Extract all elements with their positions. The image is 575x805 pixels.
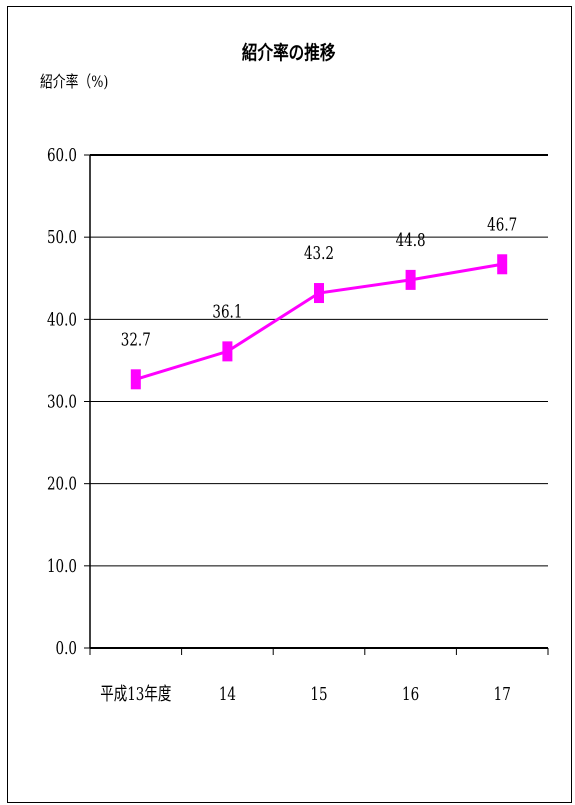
- data-point: [222, 341, 232, 361]
- y-tick-label: 50.0: [47, 226, 77, 247]
- x-tick-label: 16: [402, 683, 419, 704]
- data-label: 44.8: [396, 229, 426, 250]
- series-line: [136, 264, 502, 379]
- data-label: 46.7: [487, 213, 517, 234]
- axes: [84, 155, 548, 655]
- data-point: [314, 283, 324, 303]
- series: [131, 254, 507, 389]
- x-tick-label: 15: [310, 683, 327, 704]
- data-point: [131, 369, 141, 389]
- x-tick-label: 17: [494, 683, 511, 704]
- data-labels: 32.7 36.1 43.2 44.8 46.7: [121, 213, 517, 350]
- y-tick-label: 0.0: [56, 637, 77, 658]
- data-point: [497, 254, 507, 274]
- y-tick-label: 60.0: [47, 144, 77, 165]
- x-tick-label: 平成13年度: [100, 683, 171, 704]
- data-point: [406, 270, 416, 290]
- gridlines: [90, 155, 548, 566]
- x-tick-label: 14: [219, 683, 236, 704]
- x-tick-labels: 平成13年度 14 15 16 17: [100, 683, 511, 704]
- data-label: 36.1: [212, 300, 242, 321]
- y-tick-label: 20.0: [47, 473, 77, 494]
- data-label: 32.7: [121, 328, 151, 349]
- y-tick-label: 30.0: [47, 391, 77, 412]
- y-tick-label: 40.0: [47, 308, 77, 329]
- y-tick-label: 10.0: [47, 555, 77, 576]
- y-tick-labels: 0.0 10.0 20.0 30.0 40.0 50.0 60.0: [47, 144, 77, 658]
- data-label: 43.2: [304, 242, 334, 263]
